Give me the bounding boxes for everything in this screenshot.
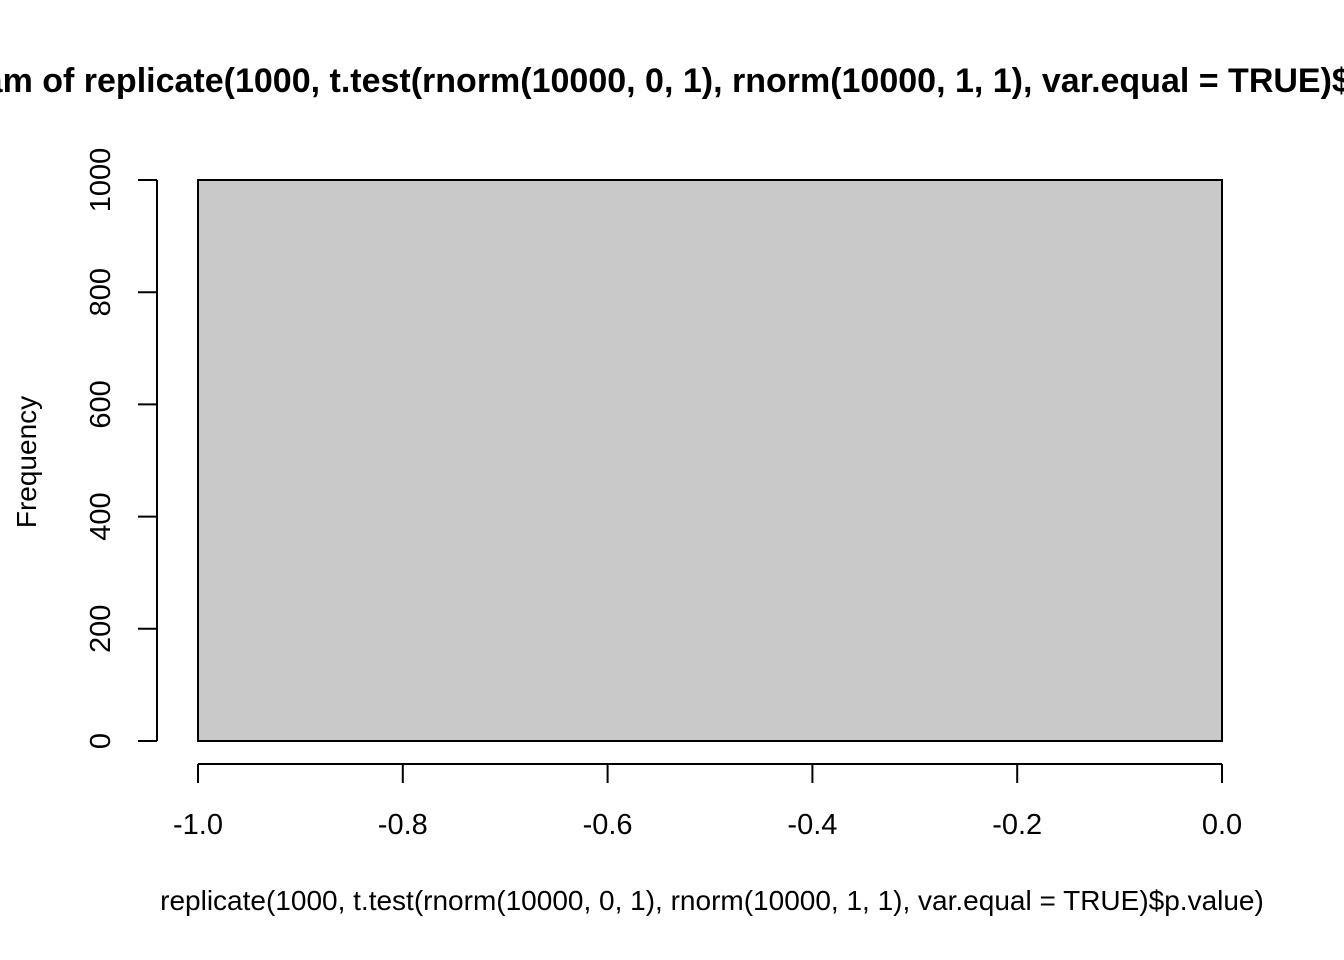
x-tick-label: -1.0 [173,809,223,841]
x-tick-label: -0.2 [992,809,1042,841]
y-tick-label: 1000 [85,148,117,213]
chart-title: Histogram of replicate(1000, t.test(rnor… [0,62,1344,100]
y-tick-label: 800 [85,268,117,316]
x-axis: -1.0 -0.8 -0.6 -0.4 -0.2 0.0 [173,763,1242,841]
histogram-bars [197,179,1223,742]
x-tick-label: -0.6 [583,809,633,841]
y-tick-label: 0 [85,733,117,749]
histogram-bar [197,179,1223,742]
x-tick-label: 0.0 [1202,809,1242,841]
y-axis: 0 200 400 600 800 1000 [85,148,158,749]
y-tick-label: 600 [85,380,117,428]
x-axis-label: replicate(1000, t.test(rnorm(10000, 0, 1… [160,885,1264,916]
y-tick-label: 200 [85,605,117,653]
x-tick-label: -0.4 [787,809,837,841]
y-tick-label: 400 [85,492,117,540]
y-axis-label: Frequency [11,396,42,528]
x-tick-label: -0.8 [378,809,428,841]
